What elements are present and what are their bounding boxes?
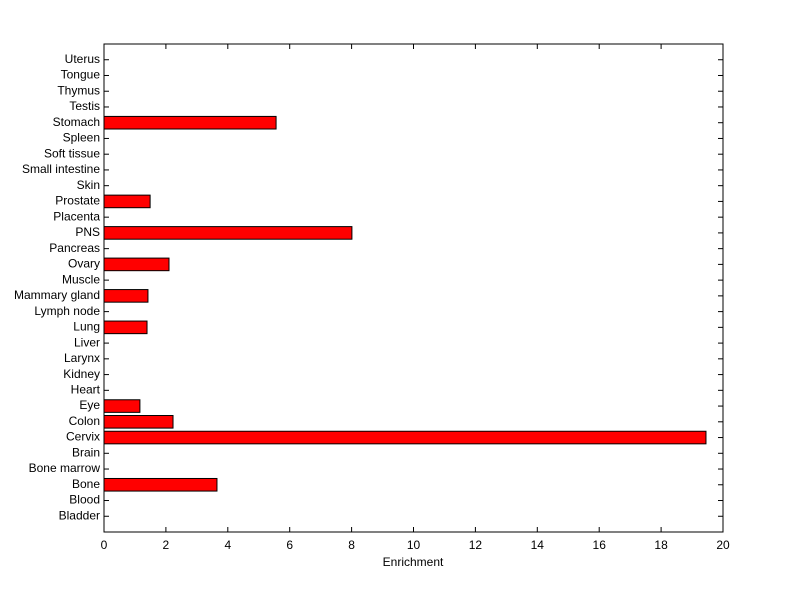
y-tick-label: Skin — [77, 178, 100, 192]
x-axis-label: Enrichment — [383, 555, 444, 569]
bar — [103, 399, 141, 413]
bar — [103, 415, 174, 429]
y-tick-label: Bone marrow — [29, 461, 101, 475]
y-tick-label: Testis — [69, 99, 100, 113]
y-tick-label: PNS — [75, 225, 100, 239]
x-tick-label: 10 — [407, 538, 421, 552]
x-tick-label: 20 — [716, 538, 730, 552]
y-tick-label: Thymus — [57, 83, 100, 97]
bar — [103, 430, 707, 445]
bar — [103, 257, 170, 272]
y-tick-label: Muscle — [62, 272, 100, 286]
y-tick-label: Small intestine — [22, 162, 100, 176]
y-tick-label: Lymph node — [34, 304, 100, 318]
y-tick-label: Uterus — [65, 52, 100, 66]
y-tick-label: Soft tissue — [44, 146, 100, 160]
y-tick-label: Eye — [79, 398, 100, 412]
x-tick-label: 14 — [531, 538, 545, 552]
bar — [103, 115, 277, 130]
y-tick-label: Ovary — [68, 257, 100, 271]
x-tick-label: 2 — [163, 538, 170, 552]
y-tick-label: Cervix — [66, 430, 100, 444]
x-tick-label: 4 — [224, 538, 231, 552]
y-tick-label: Blood — [69, 493, 100, 507]
y-tick-label: Prostate — [55, 194, 100, 208]
y-tick-label: Mammary gland — [14, 288, 100, 302]
y-tick-label: Heart — [71, 382, 101, 396]
y-tick-label: Larynx — [64, 351, 100, 365]
y-tick-label: Tongue — [61, 68, 101, 82]
bar — [103, 226, 353, 240]
y-tick-label: Colon — [69, 414, 100, 428]
x-tick-label: 6 — [286, 538, 293, 552]
y-tick-label: Lung — [73, 320, 100, 334]
y-tick-label: Kidney — [63, 367, 100, 381]
y-tick-label: Bone — [72, 477, 100, 491]
y-tick-label: Brain — [72, 445, 100, 459]
x-tick-label: 18 — [654, 538, 668, 552]
bar — [103, 320, 148, 335]
bar — [103, 289, 149, 303]
x-tick-label: 16 — [593, 538, 607, 552]
bar — [103, 477, 218, 492]
y-tick-label: Pancreas — [49, 241, 100, 255]
y-tick-label: Spleen — [63, 131, 100, 145]
bar — [103, 194, 151, 209]
y-tick-label: Bladder — [59, 508, 100, 522]
y-tick-label: Liver — [74, 335, 100, 349]
x-tick-label: 8 — [348, 538, 355, 552]
x-tick-label: 0 — [101, 538, 108, 552]
y-tick-label: Stomach — [53, 115, 100, 129]
x-tick-label: 12 — [469, 538, 483, 552]
y-tick-label: Placenta — [53, 209, 100, 223]
